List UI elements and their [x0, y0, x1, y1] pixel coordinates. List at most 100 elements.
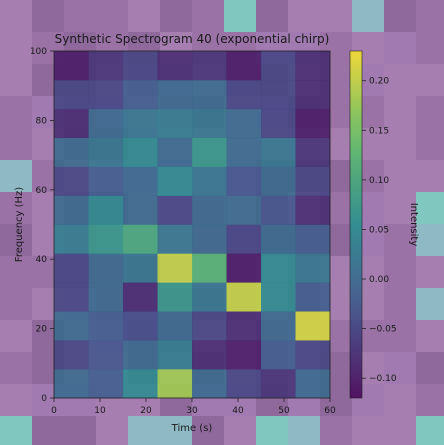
heatmap-cell — [192, 108, 227, 139]
heatmap-cell — [261, 311, 296, 341]
mosaic-tile — [320, 416, 352, 445]
heatmap-cell — [192, 282, 227, 312]
heatmap-cell — [192, 195, 227, 225]
heatmap-cell — [226, 79, 262, 110]
x-tick-label: 10 — [94, 406, 106, 416]
heatmap-cell — [54, 195, 89, 225]
mosaic-tile — [0, 160, 32, 192]
mosaic-tile — [384, 288, 416, 320]
heatmap-cell — [261, 340, 296, 370]
mosaic-tile — [64, 0, 96, 32]
heatmap-cell — [88, 51, 124, 81]
heatmap-cell — [226, 137, 262, 167]
heatmap-cell — [295, 137, 331, 167]
heatmap-cell — [226, 340, 262, 370]
mosaic-tile — [96, 416, 128, 445]
heatmap-cell — [295, 224, 331, 254]
y-axis-label: Frequency (Hz) — [14, 187, 25, 263]
heatmap-cell — [295, 108, 331, 139]
heatmap-cell — [261, 137, 296, 167]
mosaic-tile — [384, 96, 416, 128]
mosaic-tile — [96, 0, 128, 32]
y-axis: 0 20 40 60 80 100 — [30, 47, 54, 404]
mosaic-tile — [416, 224, 444, 256]
mosaic-tile — [0, 192, 32, 224]
heatmap-cell — [54, 253, 89, 283]
colorbar-tick-label: 0.20 — [369, 77, 389, 87]
heatmap-cells — [54, 51, 331, 399]
mosaic-tile — [384, 384, 416, 416]
mosaic-tile — [160, 416, 192, 445]
heatmap-cell — [192, 369, 227, 399]
chart-title: Synthetic Spectrogram 40 (exponential ch… — [55, 32, 330, 46]
mosaic-tile — [0, 256, 32, 288]
heatmap-cell — [192, 137, 227, 167]
mosaic-tile — [416, 416, 444, 445]
y-tick-label: 100 — [30, 47, 47, 57]
heatmap-cell — [54, 340, 89, 370]
heatmap-cell — [261, 282, 296, 312]
mosaic-tile — [64, 416, 96, 445]
mosaic-tile — [256, 0, 288, 32]
x-tick-label: 50 — [278, 406, 290, 416]
heatmap-cell — [157, 311, 193, 341]
mosaic-tile — [384, 0, 416, 32]
mosaic-tile — [416, 192, 444, 224]
heatmap-cell — [226, 195, 262, 225]
x-tick-label: 60 — [324, 406, 336, 416]
mosaic-tile — [0, 384, 32, 416]
heatmap-cell — [226, 166, 262, 196]
heatmap-cell — [261, 224, 296, 254]
heatmap-cell — [54, 79, 89, 110]
heatmap-cell — [88, 253, 124, 283]
heatmap-cell — [157, 51, 193, 81]
heatmap-cell — [157, 166, 193, 196]
heatmap-cell — [157, 282, 193, 312]
heatmap-cell — [295, 282, 331, 312]
heatmap-cell — [192, 311, 227, 341]
heatmap-cell — [123, 340, 158, 370]
mosaic-tile — [416, 64, 444, 96]
heatmap-cell — [226, 311, 262, 341]
colorbar-tick-label: 0.10 — [369, 176, 389, 186]
heatmap-cell — [88, 282, 124, 312]
heatmap-cell — [226, 108, 262, 139]
mosaic-tile — [416, 160, 444, 192]
y-tick-label: 20 — [36, 325, 48, 335]
heatmap-cell — [261, 79, 296, 110]
heatmap-cell — [261, 51, 296, 81]
heatmap-cell — [54, 108, 89, 139]
heatmap-cell — [295, 51, 331, 81]
mosaic-tile — [224, 416, 256, 445]
mosaic-tile — [352, 416, 384, 445]
y-tick-label: 0 — [41, 394, 47, 404]
colorbar-tick-label: 0.05 — [369, 225, 389, 235]
mosaic-tile — [160, 0, 192, 32]
mosaic-tile — [416, 0, 444, 32]
heatmap-cell — [123, 108, 158, 139]
mosaic-tile — [0, 128, 32, 160]
mosaic-tile — [416, 32, 444, 64]
x-tick-label: 0 — [51, 406, 57, 416]
mosaic-tile — [128, 416, 160, 445]
heatmap-cell — [192, 340, 227, 370]
heatmap-cell — [88, 79, 124, 110]
heatmap-cell — [123, 166, 158, 196]
heatmap-cell — [54, 166, 89, 196]
mosaic-tile — [320, 0, 352, 32]
heatmap-cell — [123, 79, 158, 110]
heatmap-cell — [123, 195, 158, 225]
mosaic-tile — [0, 224, 32, 256]
heatmap-cell — [261, 166, 296, 196]
mosaic-tile — [0, 0, 32, 32]
heatmap-cell — [295, 369, 331, 399]
heatmap-cell — [157, 224, 193, 254]
colorbar-ticks: 0.20 0.15 0.10 0.05 0.00 −0.05 −0.10 — [362, 77, 397, 384]
heatmap-cell — [54, 369, 89, 399]
heatmap-cell — [54, 282, 89, 312]
x-tick-label: 20 — [140, 406, 152, 416]
heatmap-cell — [261, 108, 296, 139]
x-tick-label: 30 — [186, 406, 198, 416]
heatmap-cell — [157, 369, 193, 399]
